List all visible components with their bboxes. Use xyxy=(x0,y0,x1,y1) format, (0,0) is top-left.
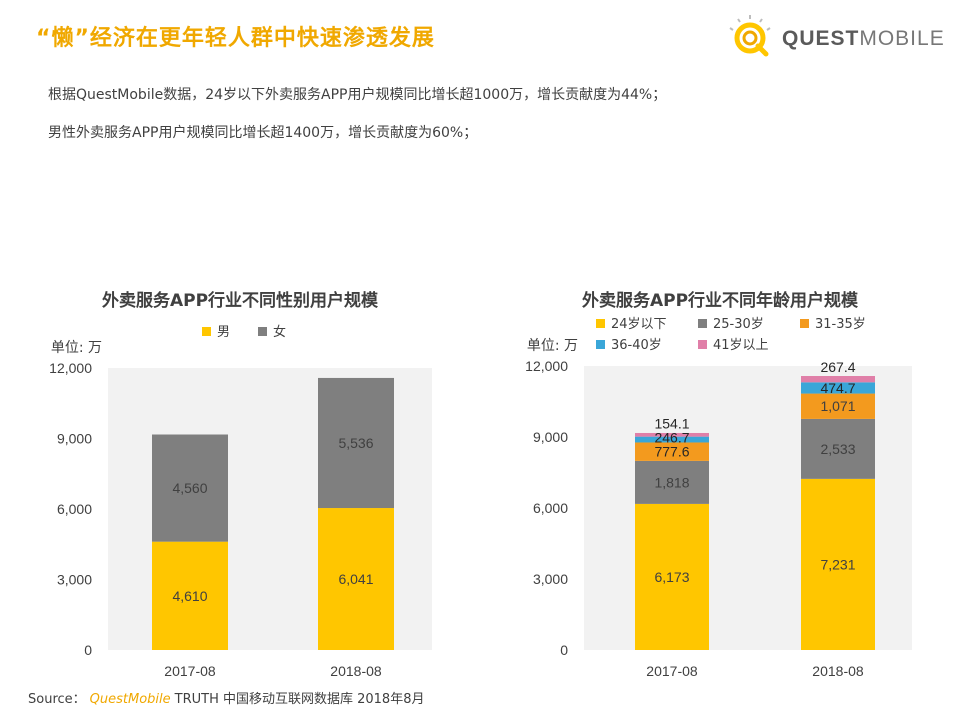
questmobile-logo-icon xyxy=(729,15,771,57)
data-label: 267.4 xyxy=(820,359,855,375)
chart-title: 外卖服务APP行业不同年龄用户规模 xyxy=(582,290,859,311)
legend-swatch xyxy=(800,319,809,328)
y-tick-label: 12,000 xyxy=(525,358,568,374)
y-tick-label: 6,000 xyxy=(533,500,568,516)
legend-label: 男 xyxy=(217,325,230,340)
bar-segment xyxy=(318,508,394,650)
legend-swatch xyxy=(596,319,605,328)
bar-segment xyxy=(635,503,709,650)
y-tick-label: 9,000 xyxy=(57,431,92,447)
source-text: TRUTH 中国移动互联网数据库 2018年8月 xyxy=(174,692,425,707)
source-note: Source： QuestMobile TRUTH 中国移动互联网数据库 2018年… xyxy=(28,688,424,707)
source-brand: QuestMobile xyxy=(89,692,171,707)
description-line-1: 根据QuestMobile数据，24岁以下外卖服务APP用户规模同比增长超100… xyxy=(48,87,667,103)
source-label: Source： xyxy=(28,692,86,707)
bar-segment xyxy=(801,478,875,650)
data-label: 1,071 xyxy=(820,398,855,414)
data-label: 5,536 xyxy=(338,435,373,451)
y-tick-label: 0 xyxy=(560,642,568,658)
legend-swatch xyxy=(698,319,707,328)
y-tick-label: 3,000 xyxy=(57,572,92,588)
y-tick-label: 6,000 xyxy=(57,501,92,517)
bar-segment xyxy=(801,418,875,479)
y-tick-label: 0 xyxy=(84,642,92,658)
brand-logo: QUESTMOBILE xyxy=(728,14,944,64)
age-chart: 外卖服务APP行业不同年龄用户规模单位: 万 0 3,000 6,000 9,000 12… xyxy=(500,280,940,680)
x-tick-label: 2017-08 xyxy=(646,663,698,679)
gender-chart: 外卖服务APP行业不同性别用户规模单位: 万 0 3,000 6,000 9,000 12… xyxy=(20,280,460,680)
description-line-2: 男性外卖服务APP用户规模同比增长超1400万，增长贡献度为60%； xyxy=(48,125,478,141)
data-label: 7,231 xyxy=(820,556,855,572)
data-label: 246.7 xyxy=(654,430,689,446)
legend-swatch xyxy=(698,340,707,349)
data-label: 777.6 xyxy=(654,444,689,460)
bar-segment xyxy=(152,434,228,542)
legend-label: 31-35岁 xyxy=(815,317,866,332)
data-label: 6,041 xyxy=(338,571,373,587)
data-label: 154.1 xyxy=(654,416,689,432)
legend-label: 41岁以上 xyxy=(713,338,769,353)
chart-title: 外卖服务APP行业不同性别用户规模 xyxy=(102,290,379,311)
bar-segment xyxy=(801,382,875,394)
data-label: 2,533 xyxy=(820,441,855,457)
page-title: “懒”经济在更年轻人群中快速渗透发展 xyxy=(36,26,435,51)
bar-segment xyxy=(635,442,709,461)
legend-label: 36-40岁 xyxy=(611,338,662,353)
legend-label: 女 xyxy=(273,324,286,340)
x-tick-label: 2018-08 xyxy=(330,663,382,679)
legend-swatch xyxy=(258,327,267,336)
logo-word-quest: QUEST xyxy=(782,27,860,50)
x-tick-label: 2018-08 xyxy=(812,663,864,679)
legend-swatch xyxy=(202,327,211,336)
y-tick-label: 9,000 xyxy=(533,429,568,445)
logo-wordmark: QUESTMOBILE xyxy=(782,27,945,51)
y-tick-label: 3,000 xyxy=(533,571,568,587)
unit-label: 单位: 万 xyxy=(51,340,102,356)
data-label: 4,610 xyxy=(172,588,207,604)
data-label: 4,560 xyxy=(172,480,207,496)
legend-label: 25-30岁 xyxy=(713,317,764,332)
bar-segment xyxy=(318,377,394,509)
bar-segment xyxy=(801,393,875,419)
bar-segment xyxy=(801,376,875,383)
unit-label: 单位: 万 xyxy=(527,338,578,354)
data-label: 6,173 xyxy=(654,569,689,585)
bar-segment xyxy=(635,460,709,504)
data-label: 474.7 xyxy=(820,380,855,396)
x-tick-label: 2017-08 xyxy=(164,663,216,679)
data-label: 1,818 xyxy=(654,474,689,490)
logo-word-mobile: MOBILE xyxy=(859,27,945,50)
legend-swatch xyxy=(596,340,605,349)
bar-segment xyxy=(152,541,228,650)
bar-segment xyxy=(635,436,709,443)
legend-label: 24岁以下 xyxy=(611,317,667,332)
bar-segment xyxy=(635,432,709,437)
y-tick-label: 12,000 xyxy=(49,360,92,376)
